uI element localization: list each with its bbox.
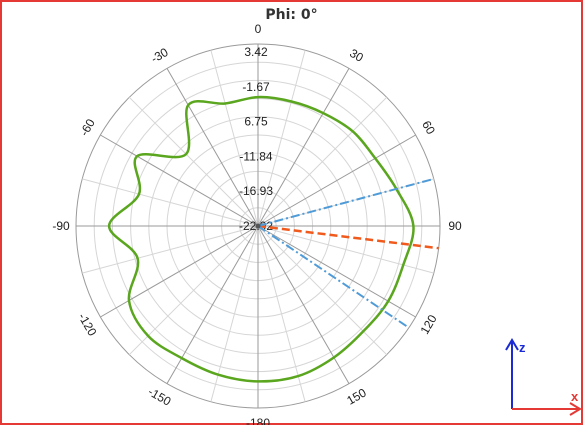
beamwidth-line: [257, 177, 435, 227]
grid-spoke: [128, 225, 259, 356]
theta-tick-label: -180: [246, 416, 270, 425]
r-tick-label: 6.75: [244, 115, 268, 129]
center-point: [255, 223, 261, 229]
r-tick-label: -16.93: [239, 184, 273, 198]
r-tick-label: -11.84: [239, 149, 272, 163]
z-axis-label: z: [519, 340, 526, 355]
grid-spoke: [166, 68, 259, 227]
grid-spoke: [100, 225, 259, 318]
chart-title: Phi: 0°: [265, 7, 318, 23]
beamwidth-line: [257, 225, 410, 329]
grid-spoke: [257, 225, 306, 402]
grid-spoke: [257, 68, 350, 227]
main-beam-line: [257, 224, 439, 250]
grid-spoke: [100, 134, 259, 227]
r-tick-label: -1.67: [242, 80, 270, 94]
x-axis-arrowhead: [569, 402, 582, 416]
pattern-curve: [107, 95, 415, 383]
theta-tick-label: 90: [448, 219, 462, 233]
grid-spoke: [257, 225, 416, 318]
r-tick-label: 3.42: [244, 45, 268, 59]
grid-spoke: [210, 225, 259, 402]
theta-tick-label: 60: [419, 118, 438, 137]
grid-spoke: [210, 50, 259, 227]
grid-spoke: [257, 134, 416, 227]
grid-spoke: [257, 96, 388, 227]
grid-spoke: [82, 225, 259, 274]
grid-spoke: [257, 50, 306, 227]
grid-spoke: [82, 178, 259, 227]
grid-spoke: [128, 96, 259, 227]
theta-tick-label: -90: [52, 219, 70, 233]
z-axis-arrowhead: [505, 338, 519, 351]
x-axis-label: x: [571, 389, 579, 404]
theta-tick-label: 30: [347, 46, 366, 65]
theta-tick-label: 0: [255, 22, 262, 36]
grid-spoke: [257, 225, 388, 356]
